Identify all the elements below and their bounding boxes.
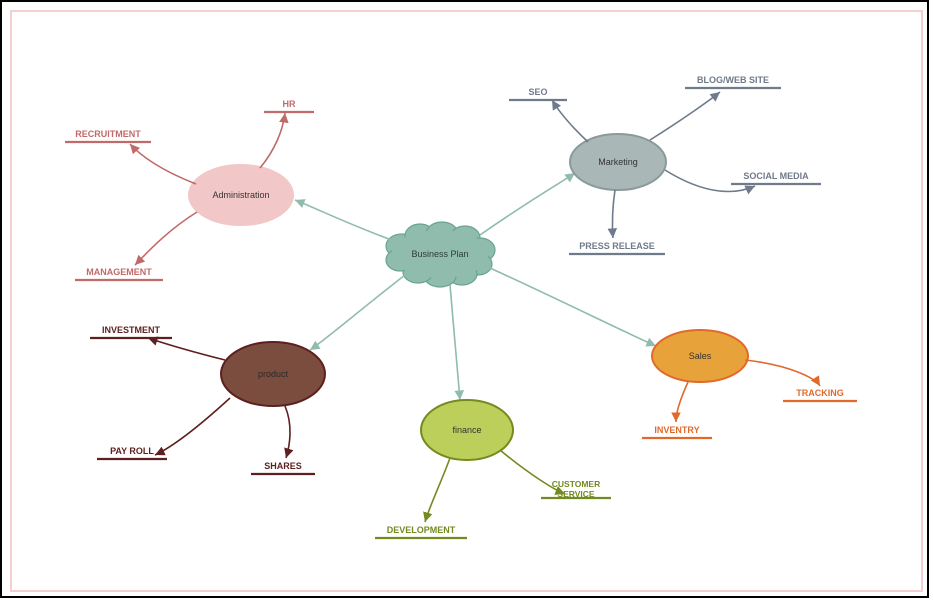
edge-center-sales: [490, 268, 656, 346]
leaf-label-product-1: PAY ROLL: [110, 446, 154, 456]
node-label-marketing: Marketing: [598, 157, 638, 167]
edge-product-leaf-1: [155, 398, 230, 455]
edge-center-product: [310, 275, 405, 350]
edge-marketing-leaf-0: [552, 100, 588, 142]
edge-marketing-leaf-1: [650, 92, 720, 140]
edge-marketing-leaf-2: [665, 170, 755, 191]
node-label-administration: Administration: [212, 190, 269, 200]
node-label-finance: finance: [452, 425, 481, 435]
leaf-label-marketing-3: PRESS RELEASE: [579, 241, 655, 251]
leaf-label-finance-0: DEVELOPMENT: [387, 525, 456, 535]
leaf-label-administration-2: MANAGEMENT: [86, 267, 152, 277]
edge-sales-leaf-1: [676, 382, 688, 422]
edge-center-administration: [295, 200, 397, 242]
leaf-label-marketing-2: SOCIAL MEDIA: [743, 171, 808, 181]
edge-center-finance: [450, 285, 460, 400]
leaf-label-finance-1-a: CUSTOMER: [552, 479, 601, 489]
mindmap-svg: [0, 0, 933, 602]
edge-sales-leaf-0: [745, 360, 820, 386]
edge-administration-leaf-2: [135, 212, 197, 265]
leaf-label-sales-0: TRACKING: [796, 388, 844, 398]
edge-administration-leaf-0: [130, 144, 196, 184]
edge-administration-leaf-1: [260, 113, 285, 168]
edge-product-leaf-0: [148, 338, 225, 360]
edge-center-marketing: [480, 173, 575, 235]
leaf-label-product-2: SHARES: [264, 461, 302, 471]
edge-marketing-leaf-3: [612, 190, 615, 238]
leaf-label-sales-1: INVENTRY: [654, 425, 699, 435]
leaf-label-product-0: INVESTMENT: [102, 325, 160, 335]
edge-product-leaf-2: [285, 406, 290, 458]
node-label-product: product: [258, 369, 288, 379]
leaf-label-administration-0: RECRUITMENT: [75, 129, 141, 139]
leaf-label-marketing-1: BLOG/WEB SITE: [697, 75, 769, 85]
leaf-label-administration-1: HR: [283, 99, 296, 109]
center-label: Business Plan: [411, 249, 468, 259]
node-label-sales: Sales: [689, 351, 712, 361]
edge-finance-leaf-0: [425, 458, 450, 522]
leaf-label-marketing-0: SEO: [528, 87, 547, 97]
leaf-label-finance-1-b: SERVICE: [557, 489, 594, 499]
